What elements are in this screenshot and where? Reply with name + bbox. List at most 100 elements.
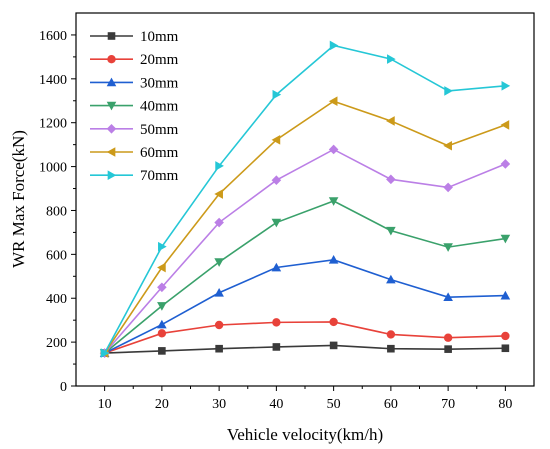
- data-point: [158, 347, 166, 355]
- data-point: [157, 319, 167, 329]
- y-axis-title: WR Max Force(kN): [9, 130, 28, 268]
- y-tick-label: 1400: [39, 73, 67, 88]
- legend-marker: [107, 32, 116, 40]
- data-point: [501, 344, 510, 353]
- legend-marker: [106, 147, 116, 157]
- data-point: [386, 330, 396, 339]
- legend-marker: [106, 101, 117, 111]
- legend-label: 20mm: [140, 52, 179, 68]
- x-tick-label: 80: [498, 397, 512, 412]
- series-line: [103, 100, 506, 354]
- y-tick-label: 200: [46, 336, 67, 351]
- data-point: [500, 120, 510, 130]
- legend-item: 50mm: [90, 122, 179, 138]
- legend-label: 60mm: [140, 145, 179, 161]
- data-point: [214, 320, 224, 330]
- data-point: [443, 292, 453, 301]
- data-point: [500, 234, 511, 244]
- y-tick-label: 800: [46, 204, 67, 219]
- x-tick-label: 40: [269, 397, 283, 412]
- data-point: [444, 86, 453, 96]
- data-point: [386, 274, 396, 284]
- data-point: [443, 182, 453, 193]
- data-point: [215, 344, 223, 353]
- data-point: [501, 331, 510, 341]
- x-tick-label: 70: [441, 397, 455, 412]
- legend-item: 40mm: [90, 99, 179, 115]
- data-point: [500, 159, 511, 169]
- x-tick-label: 30: [212, 397, 226, 412]
- x-axis-title: Vehicle velocity(km/h): [227, 425, 383, 444]
- data-point: [328, 144, 339, 155]
- series-line: [104, 200, 506, 354]
- data-point: [328, 255, 339, 264]
- data-point: [214, 189, 223, 199]
- legend-marker: [107, 170, 117, 180]
- data-point: [501, 81, 511, 91]
- data-point: [271, 218, 282, 228]
- legend-item: 70mm: [90, 168, 179, 184]
- data-point: [500, 290, 511, 300]
- y-tick-label: 1200: [39, 117, 67, 132]
- data-point: [386, 174, 396, 185]
- series-10mm: [100, 341, 510, 357]
- data-point: [157, 282, 167, 293]
- data-point: [386, 226, 396, 236]
- y-tick-label: 1600: [39, 29, 67, 44]
- series-line: [104, 344, 506, 354]
- data-point: [328, 96, 338, 107]
- data-point: [328, 197, 339, 206]
- data-point: [443, 140, 452, 151]
- legend-label: 50mm: [140, 122, 179, 138]
- series-line: [104, 148, 506, 354]
- data-point: [271, 262, 282, 272]
- legend: 10mm 20mm 30mm 40mm 50mm 60mm 70mm: [90, 29, 179, 184]
- data-point: [387, 54, 396, 64]
- axes: 10 20 30 40 50 60 70 80020040060080010001200140…: [39, 29, 512, 412]
- data-point: [386, 116, 395, 126]
- data-point: [158, 241, 167, 252]
- data-point: [443, 243, 453, 252]
- data-point: [214, 258, 224, 267]
- series-line: [103, 44, 506, 354]
- x-tick-label: 10: [98, 397, 112, 412]
- data-point: [214, 287, 224, 297]
- legend-item: 20mm: [90, 52, 179, 68]
- legend-label: 30mm: [140, 75, 179, 91]
- data-point: [329, 317, 338, 327]
- data-point: [157, 302, 167, 311]
- series-line: [104, 259, 506, 354]
- x-tick-label: 50: [327, 397, 341, 412]
- data-point: [272, 89, 282, 100]
- y-tick-label: 400: [46, 292, 67, 307]
- data-point: [329, 40, 339, 51]
- data-point: [215, 161, 224, 171]
- legend-label: 40mm: [140, 99, 179, 115]
- legend-item: 30mm: [90, 75, 179, 91]
- data-point: [272, 343, 281, 351]
- data-point: [443, 333, 453, 342]
- data-point: [157, 329, 167, 338]
- data-point: [272, 318, 281, 327]
- plot-frame: [75, 12, 535, 387]
- data-point: [387, 344, 395, 353]
- series-layer: [99, 40, 511, 358]
- data-point: [271, 175, 282, 185]
- y-tick-label: 1000: [39, 161, 67, 176]
- x-tick-label: 20: [155, 397, 169, 412]
- series-30mm: [99, 255, 511, 357]
- y-tick-label: 600: [46, 248, 67, 263]
- series-line: [104, 321, 506, 354]
- legend-label: 70mm: [140, 168, 179, 184]
- data-point: [444, 345, 452, 353]
- legend-label: 10mm: [140, 29, 179, 45]
- data-point: [100, 348, 110, 358]
- legend-item: 10mm: [90, 29, 179, 45]
- data-point: [329, 341, 338, 350]
- legend-marker: [107, 55, 116, 64]
- legend-item: 60mm: [90, 145, 179, 161]
- series-70mm: [100, 40, 511, 358]
- x-tick-label: 60: [384, 397, 398, 412]
- legend-marker: [106, 124, 117, 134]
